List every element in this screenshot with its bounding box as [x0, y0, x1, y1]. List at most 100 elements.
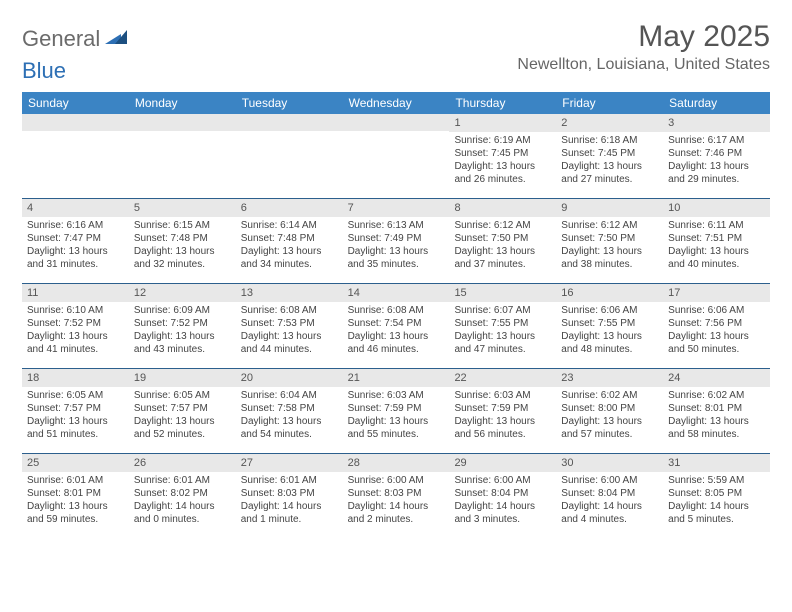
day-body: Sunrise: 5:59 AMSunset: 8:05 PMDaylight:… [663, 472, 770, 530]
sunrise-text: Sunrise: 6:02 AM [668, 389, 765, 402]
daylight-text: Daylight: 13 hours and 34 minutes. [241, 245, 338, 271]
month-title: May 2025 [517, 20, 770, 54]
sunrise-text: Sunrise: 6:01 AM [241, 474, 338, 487]
day-cell: 27Sunrise: 6:01 AMSunset: 8:03 PMDayligh… [236, 454, 343, 538]
sunrise-text: Sunrise: 6:05 AM [134, 389, 231, 402]
day-number: 16 [556, 284, 663, 302]
location: Newellton, Louisiana, United States [517, 56, 770, 74]
day-number [236, 114, 343, 131]
logo-icon [105, 26, 127, 52]
day-body: Sunrise: 6:04 AMSunset: 7:58 PMDaylight:… [236, 387, 343, 445]
day-cell: 4Sunrise: 6:16 AMSunset: 7:47 PMDaylight… [22, 199, 129, 283]
day-number: 17 [663, 284, 770, 302]
day-number: 20 [236, 369, 343, 387]
sunset-text: Sunset: 8:03 PM [241, 487, 338, 500]
daylight-text: Daylight: 14 hours and 0 minutes. [134, 500, 231, 526]
day-cell [236, 114, 343, 198]
sunset-text: Sunset: 8:02 PM [134, 487, 231, 500]
sunset-text: Sunset: 7:59 PM [454, 402, 551, 415]
day-cell: 5Sunrise: 6:15 AMSunset: 7:48 PMDaylight… [129, 199, 236, 283]
sunset-text: Sunset: 7:47 PM [27, 232, 124, 245]
day-number: 14 [343, 284, 450, 302]
sunset-text: Sunset: 7:56 PM [668, 317, 765, 330]
sunrise-text: Sunrise: 6:18 AM [561, 134, 658, 147]
day-body: Sunrise: 6:00 AMSunset: 8:04 PMDaylight:… [556, 472, 663, 530]
dow-wed: Wednesday [343, 92, 450, 114]
day-number: 25 [22, 454, 129, 472]
daylight-text: Daylight: 13 hours and 38 minutes. [561, 245, 658, 271]
week-row: 25Sunrise: 6:01 AMSunset: 8:01 PMDayligh… [22, 453, 770, 538]
day-body: Sunrise: 6:16 AMSunset: 7:47 PMDaylight:… [22, 217, 129, 275]
day-cell: 26Sunrise: 6:01 AMSunset: 8:02 PMDayligh… [129, 454, 236, 538]
sunset-text: Sunset: 7:45 PM [561, 147, 658, 160]
day-number: 21 [343, 369, 450, 387]
day-number: 8 [449, 199, 556, 217]
day-body: Sunrise: 6:01 AMSunset: 8:01 PMDaylight:… [22, 472, 129, 530]
day-cell: 29Sunrise: 6:00 AMSunset: 8:04 PMDayligh… [449, 454, 556, 538]
sunrise-text: Sunrise: 6:06 AM [668, 304, 765, 317]
day-body: Sunrise: 6:08 AMSunset: 7:53 PMDaylight:… [236, 302, 343, 360]
day-number: 13 [236, 284, 343, 302]
day-cell: 22Sunrise: 6:03 AMSunset: 7:59 PMDayligh… [449, 369, 556, 453]
sunset-text: Sunset: 7:45 PM [454, 147, 551, 160]
sunset-text: Sunset: 7:57 PM [27, 402, 124, 415]
daylight-text: Daylight: 14 hours and 2 minutes. [348, 500, 445, 526]
day-cell: 17Sunrise: 6:06 AMSunset: 7:56 PMDayligh… [663, 284, 770, 368]
daylight-text: Daylight: 13 hours and 59 minutes. [27, 500, 124, 526]
day-number: 1 [449, 114, 556, 132]
day-number [343, 114, 450, 131]
daylight-text: Daylight: 13 hours and 32 minutes. [134, 245, 231, 271]
day-number: 6 [236, 199, 343, 217]
day-cell: 31Sunrise: 5:59 AMSunset: 8:05 PMDayligh… [663, 454, 770, 538]
day-number: 10 [663, 199, 770, 217]
day-body: Sunrise: 6:10 AMSunset: 7:52 PMDaylight:… [22, 302, 129, 360]
sunset-text: Sunset: 7:55 PM [561, 317, 658, 330]
daylight-text: Daylight: 13 hours and 46 minutes. [348, 330, 445, 356]
day-body: Sunrise: 6:14 AMSunset: 7:48 PMDaylight:… [236, 217, 343, 275]
sunrise-text: Sunrise: 6:15 AM [134, 219, 231, 232]
daylight-text: Daylight: 14 hours and 3 minutes. [454, 500, 551, 526]
sunset-text: Sunset: 8:01 PM [27, 487, 124, 500]
sunrise-text: Sunrise: 6:09 AM [134, 304, 231, 317]
day-cell: 9Sunrise: 6:12 AMSunset: 7:50 PMDaylight… [556, 199, 663, 283]
sunset-text: Sunset: 7:50 PM [561, 232, 658, 245]
sunset-text: Sunset: 8:05 PM [668, 487, 765, 500]
day-cell: 15Sunrise: 6:07 AMSunset: 7:55 PMDayligh… [449, 284, 556, 368]
day-number: 28 [343, 454, 450, 472]
dow-mon: Monday [129, 92, 236, 114]
daylight-text: Daylight: 13 hours and 51 minutes. [27, 415, 124, 441]
sunrise-text: Sunrise: 6:13 AM [348, 219, 445, 232]
sunset-text: Sunset: 8:04 PM [454, 487, 551, 500]
day-number [22, 114, 129, 131]
day-cell: 2Sunrise: 6:18 AMSunset: 7:45 PMDaylight… [556, 114, 663, 198]
day-number: 22 [449, 369, 556, 387]
daylight-text: Daylight: 13 hours and 54 minutes. [241, 415, 338, 441]
daylight-text: Daylight: 13 hours and 35 minutes. [348, 245, 445, 271]
day-number: 18 [22, 369, 129, 387]
day-number: 5 [129, 199, 236, 217]
day-body: Sunrise: 6:09 AMSunset: 7:52 PMDaylight:… [129, 302, 236, 360]
day-body: Sunrise: 6:02 AMSunset: 8:01 PMDaylight:… [663, 387, 770, 445]
day-number: 12 [129, 284, 236, 302]
sunset-text: Sunset: 8:04 PM [561, 487, 658, 500]
day-body: Sunrise: 6:18 AMSunset: 7:45 PMDaylight:… [556, 132, 663, 190]
day-body: Sunrise: 6:06 AMSunset: 7:56 PMDaylight:… [663, 302, 770, 360]
day-number: 15 [449, 284, 556, 302]
day-body: Sunrise: 6:02 AMSunset: 8:00 PMDaylight:… [556, 387, 663, 445]
sunset-text: Sunset: 7:58 PM [241, 402, 338, 415]
day-cell: 8Sunrise: 6:12 AMSunset: 7:50 PMDaylight… [449, 199, 556, 283]
week-row: 11Sunrise: 6:10 AMSunset: 7:52 PMDayligh… [22, 283, 770, 368]
day-cell: 30Sunrise: 6:00 AMSunset: 8:04 PMDayligh… [556, 454, 663, 538]
sunrise-text: Sunrise: 6:19 AM [454, 134, 551, 147]
sunset-text: Sunset: 7:55 PM [454, 317, 551, 330]
sunset-text: Sunset: 7:48 PM [241, 232, 338, 245]
day-number: 3 [663, 114, 770, 132]
day-cell: 1Sunrise: 6:19 AMSunset: 7:45 PMDaylight… [449, 114, 556, 198]
sunset-text: Sunset: 7:52 PM [27, 317, 124, 330]
day-body: Sunrise: 6:17 AMSunset: 7:46 PMDaylight:… [663, 132, 770, 190]
sunset-text: Sunset: 7:46 PM [668, 147, 765, 160]
sunset-text: Sunset: 7:53 PM [241, 317, 338, 330]
daylight-text: Daylight: 13 hours and 41 minutes. [27, 330, 124, 356]
sunrise-text: Sunrise: 6:14 AM [241, 219, 338, 232]
day-body: Sunrise: 6:15 AMSunset: 7:48 PMDaylight:… [129, 217, 236, 275]
